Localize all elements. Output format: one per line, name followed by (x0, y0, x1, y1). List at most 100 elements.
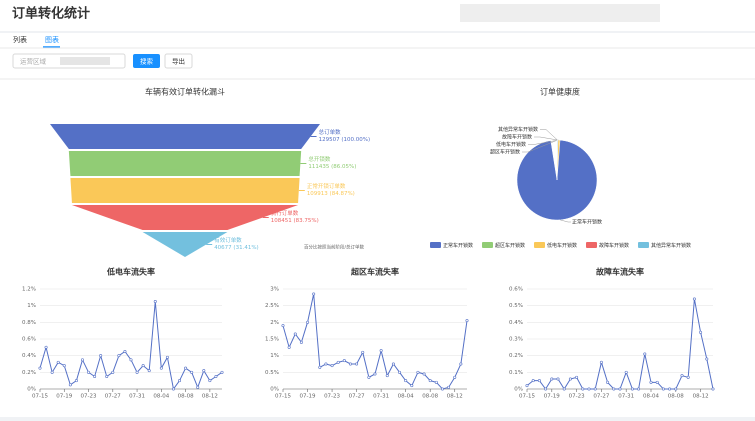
line-point (544, 387, 548, 391)
y-tick-label: 0.3% (509, 337, 523, 343)
line-point (416, 370, 420, 374)
legend-label: 超区车开锁数 (495, 242, 525, 249)
line-point (447, 385, 451, 389)
x-tick-label: 08-12 (202, 394, 218, 400)
y-tick-label: 3% (270, 287, 279, 293)
stage-value: 40677 (31.41%) (214, 245, 259, 251)
chart-title: 订单健康度 (540, 87, 580, 97)
line-point (202, 369, 206, 373)
line-point (373, 372, 377, 376)
x-tick-label: 07-27 (105, 394, 121, 400)
line-point (398, 370, 402, 374)
line-point (165, 355, 169, 359)
tab[interactable]: 列表 (13, 35, 27, 44)
chart-title: 超区车流失率 (350, 267, 399, 277)
line-point (111, 370, 115, 374)
line-point (630, 387, 634, 391)
stage-name: 正常开锁订单数 (307, 182, 346, 190)
line-point (135, 370, 139, 374)
pie-label-line (522, 139, 558, 153)
x-tick-label: 07-23 (569, 394, 585, 400)
line-point (699, 330, 703, 334)
legend-swatch (482, 242, 493, 248)
legend-label: 故障车开锁数 (599, 242, 629, 249)
line-point (220, 370, 224, 374)
legend-swatch (586, 242, 597, 248)
line-point (38, 366, 42, 370)
line-point (537, 379, 541, 383)
line-point (355, 362, 359, 366)
x-tick-label: 07-31 (618, 394, 634, 400)
x-tick-label: 07-23 (81, 394, 97, 400)
line-point (587, 387, 591, 391)
x-tick-label: 07-27 (349, 394, 365, 400)
export-button[interactable] (164, 53, 193, 69)
stage-name: 骑行订单数 (271, 209, 299, 217)
line-point (531, 379, 535, 383)
x-tick-label: 07-15 (275, 394, 291, 400)
x-tick-label: 08-08 (422, 394, 438, 400)
x-tick-label: 07-23 (324, 394, 340, 400)
line-point (214, 374, 218, 378)
line-point (80, 358, 84, 362)
y-tick-label: 0.2% (509, 353, 523, 359)
line-point (661, 387, 665, 391)
line-point (147, 369, 151, 373)
search-button[interactable] (133, 54, 160, 68)
line-point (348, 362, 352, 366)
x-tick-label: 08-12 (447, 394, 463, 400)
chart-title: 车辆有效订单转化漏斗 (145, 87, 225, 97)
tab-active[interactable]: 图表 (45, 35, 59, 44)
line-point (606, 380, 610, 384)
line-point (680, 374, 684, 378)
line-point (379, 349, 383, 353)
line-point (141, 364, 145, 368)
stage-name: 总订单数 (319, 128, 342, 136)
line-point (440, 387, 444, 391)
line-point (550, 377, 554, 381)
y-tick-label: 2% (270, 320, 279, 326)
y-tick-label: 0.4% (509, 320, 523, 326)
line-point (556, 377, 560, 381)
chart-title: 低电车流失率 (106, 267, 155, 277)
line-point (312, 292, 316, 296)
x-tick-label: 08-04 (643, 394, 659, 400)
x-tick-label: 08-12 (693, 394, 709, 400)
line-point (385, 374, 389, 378)
line-point (599, 360, 603, 364)
pie-label: 其他异常车开锁数 (498, 126, 538, 133)
line-point (190, 370, 194, 374)
y-tick-label: 1% (270, 353, 279, 359)
line-point (410, 384, 414, 388)
pie-label: 正常车开锁数 (572, 219, 602, 226)
x-tick-label: 08-08 (668, 394, 684, 400)
y-tick-label: 0.1% (509, 370, 523, 376)
y-tick-label: 0.8% (22, 320, 36, 326)
line-point (624, 370, 628, 374)
line-point (330, 364, 334, 368)
y-tick-label: 0.2% (22, 370, 36, 376)
pie-label: 故障车开锁数 (502, 134, 532, 141)
chart-title: 故障车流失率 (596, 267, 644, 277)
content-panel (0, 33, 755, 417)
x-tick-label: 08-04 (398, 394, 414, 400)
line-point (705, 357, 709, 361)
x-tick-label: 07-15 (32, 394, 48, 400)
stage-value: 109913 (84.87%) (307, 191, 355, 197)
y-tick-label: 0.4% (22, 353, 36, 359)
line-point (117, 354, 121, 358)
line-point (99, 354, 103, 358)
line-point (87, 370, 91, 374)
stage-value: 129507 (100.00%) (319, 137, 371, 143)
line-point (318, 365, 322, 369)
legend-swatch (638, 242, 649, 248)
x-tick-label: 07-15 (519, 394, 535, 400)
y-tick-label: 1.5% (265, 337, 279, 343)
x-tick-label: 07-31 (129, 394, 145, 400)
line-point (293, 332, 297, 336)
search-button-text[interactable]: 搜索 (140, 57, 154, 66)
export-button-text[interactable]: 导出 (172, 57, 185, 66)
y-tick-label: 2.5% (265, 303, 279, 309)
x-tick-label: 08-04 (153, 394, 169, 400)
